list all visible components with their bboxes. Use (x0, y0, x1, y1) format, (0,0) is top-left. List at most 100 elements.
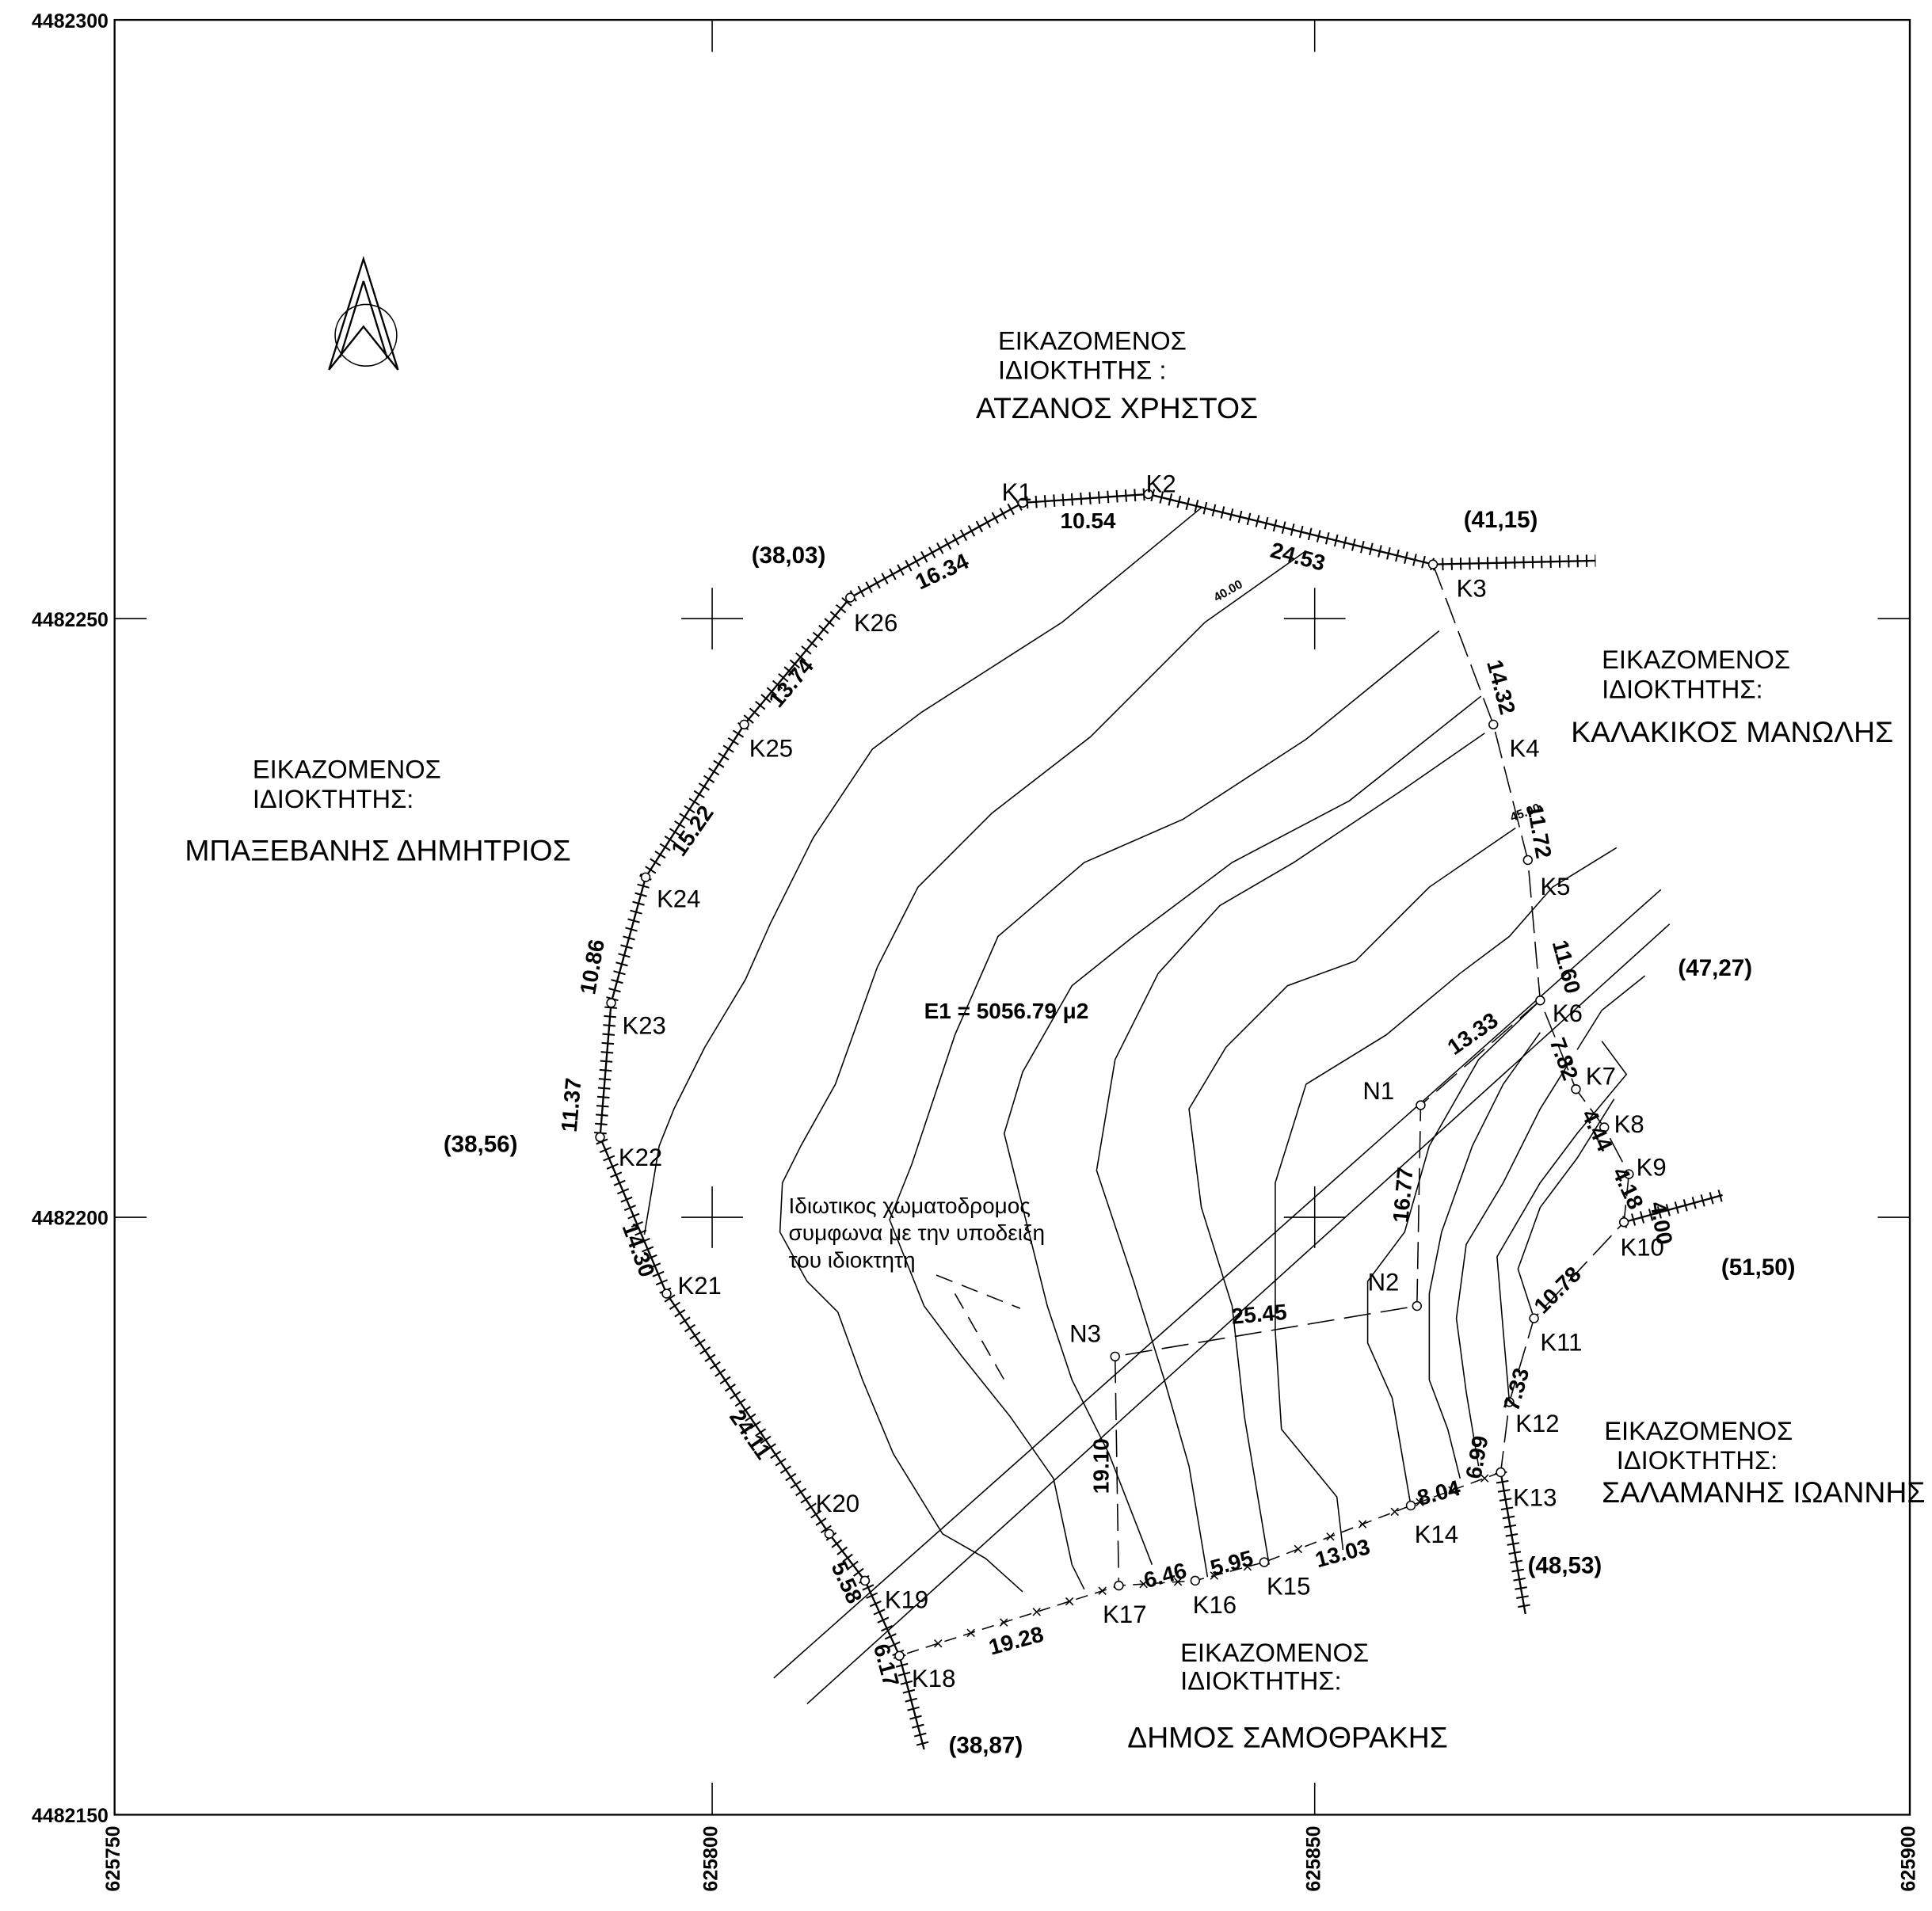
vertex (1114, 1580, 1124, 1591)
contour (779, 550, 1307, 1593)
coordinate-label: (48,53) (1528, 1553, 1602, 1579)
fence-cross (1065, 1597, 1074, 1606)
owner-label: ΙΔΙΟΚΤΗΤΗΣ: (1617, 1445, 1778, 1475)
adjacent-boundary (1499, 1471, 1526, 1615)
division-line (1114, 999, 1541, 1586)
fence-cross (1294, 1544, 1303, 1554)
fence-cross (1416, 1498, 1424, 1507)
point-label: N1 (1362, 1077, 1394, 1105)
contour (1003, 695, 1482, 1565)
leader (936, 1274, 1021, 1380)
vertex (1416, 1100, 1426, 1110)
owner-label: ΙΔΙΟΚΤΗΤΗΣ : (998, 356, 1167, 385)
x-tick-label: 625900 (1898, 1825, 1920, 1891)
owner-label: ΔΗΜΟΣ ΣΑΜΟΘΡΑΚΗΣ (1127, 1720, 1448, 1753)
road-note: του ιδιοκτητη (789, 1247, 916, 1272)
vertex (1190, 1575, 1201, 1586)
grid-crosses (114, 20, 1911, 1815)
point-label: K14 (1415, 1521, 1458, 1548)
point-label: K7 (1586, 1062, 1616, 1090)
north-arrow (328, 255, 399, 371)
vertex (859, 1575, 871, 1586)
coordinate-label: (47,27) (1678, 955, 1752, 981)
contour (889, 630, 1440, 1590)
point-label: N3 (1069, 1320, 1101, 1348)
vertex (1143, 489, 1153, 500)
vertex (595, 1132, 605, 1143)
length-label: 25.45 (1230, 1300, 1287, 1329)
fence-cross (1448, 1486, 1457, 1494)
road-edge (773, 889, 1662, 1679)
coordinate-label: (38,56) (444, 1132, 518, 1158)
x-tick-label: 625750 (102, 1825, 124, 1891)
fence-cross (1326, 1532, 1335, 1541)
coordinate-label: (51,50) (1721, 1254, 1796, 1281)
y-tick-label: 4482200 (32, 1208, 109, 1230)
vertex (1496, 1467, 1506, 1478)
vertex (1427, 559, 1439, 569)
coordinate-label: (41,15) (1464, 507, 1538, 533)
fence-cross (999, 1618, 1008, 1627)
point-label: K3 (1457, 575, 1487, 603)
vertex (1522, 855, 1534, 866)
north-arrow-outline (328, 255, 399, 371)
fence-cross (966, 1628, 975, 1638)
x-tick-label: 625850 (1302, 1825, 1324, 1891)
contour (1188, 827, 1516, 1565)
fence-cross (1390, 1507, 1399, 1517)
coordinate-label: (38,87) (949, 1733, 1023, 1759)
north-arrow-inner (339, 280, 388, 358)
point-label: K17 (1103, 1601, 1146, 1628)
fence-cross (1480, 1474, 1489, 1483)
vertex (606, 998, 616, 1008)
vertex (739, 719, 749, 730)
owner-label: ΣΑΛΑΜΑΝΗΣ ΙΩΑΝΝΗΣ (1602, 1475, 1925, 1509)
point-label: K4 (1509, 735, 1539, 763)
adjacent-boundary (1623, 1193, 1723, 1224)
point-label: K1 (1002, 478, 1032, 506)
y-tick-label: 4482150 (32, 1805, 109, 1827)
adjacent-hatch (1432, 554, 1596, 571)
point-label: K18 (912, 1665, 955, 1692)
boundary-south (899, 1471, 1501, 1657)
point-label: K12 (1515, 1410, 1559, 1437)
length-label: 10.54 (1060, 508, 1115, 533)
point-label: K26 (854, 609, 897, 637)
contour (1275, 847, 1618, 1551)
vertex (1599, 1122, 1610, 1133)
coordinate-label: (38,03) (752, 542, 826, 569)
fence-cross (1032, 1608, 1041, 1616)
point-label: K2 (1146, 470, 1176, 497)
road-edge (806, 923, 1671, 1705)
owner-label: ΑΤΖΑΝΟΣ ΧΡΗΣΤΟΣ (976, 391, 1258, 424)
vertex (1405, 1500, 1416, 1511)
vertex (1624, 1169, 1634, 1179)
owner-label: ΕΙΚΑΖΟΜΕΝΟΣ (998, 325, 1187, 355)
vertex (1504, 1397, 1515, 1407)
contour (643, 507, 1202, 1235)
point-label: K13 (1513, 1483, 1557, 1511)
point-label: N2 (1368, 1268, 1400, 1296)
point-label: K24 (657, 885, 700, 912)
owner-label: ΙΔΙΟΚΤΗΤΗΣ: (1180, 1666, 1341, 1696)
vertex (1571, 1084, 1581, 1094)
contour (1517, 1098, 1615, 1319)
x-tick-label: 625800 (700, 1825, 722, 1891)
vertex (661, 1289, 672, 1299)
vertex (894, 1650, 905, 1662)
point-label: K22 (619, 1144, 662, 1171)
length-label: 16.77 (1389, 1167, 1418, 1224)
point-label: K23 (623, 1012, 666, 1040)
labels: 625750 625800 625850 625900 4482300 4482250 44… (32, 10, 1925, 1892)
point-label: K19 (885, 1586, 928, 1614)
contour (1428, 1032, 1541, 1479)
point-label: K6 (1553, 999, 1583, 1027)
owner-label: ΕΙΚΑΖΟΜΕΝΟΣ (1180, 1638, 1369, 1667)
vertex (1535, 995, 1545, 1006)
point-label: K10 (1620, 1234, 1663, 1262)
point-label: K5 (1540, 873, 1570, 900)
owner-label: ΙΔΙΟΚΤΗΤΗΣ: (253, 784, 413, 813)
road-note: συμφωνα με την υποδειξη (789, 1220, 1046, 1245)
fence-cross (934, 1639, 943, 1648)
owner-label: ΕΙΚΑΖΟΜΕΝΟΣ (253, 755, 441, 784)
